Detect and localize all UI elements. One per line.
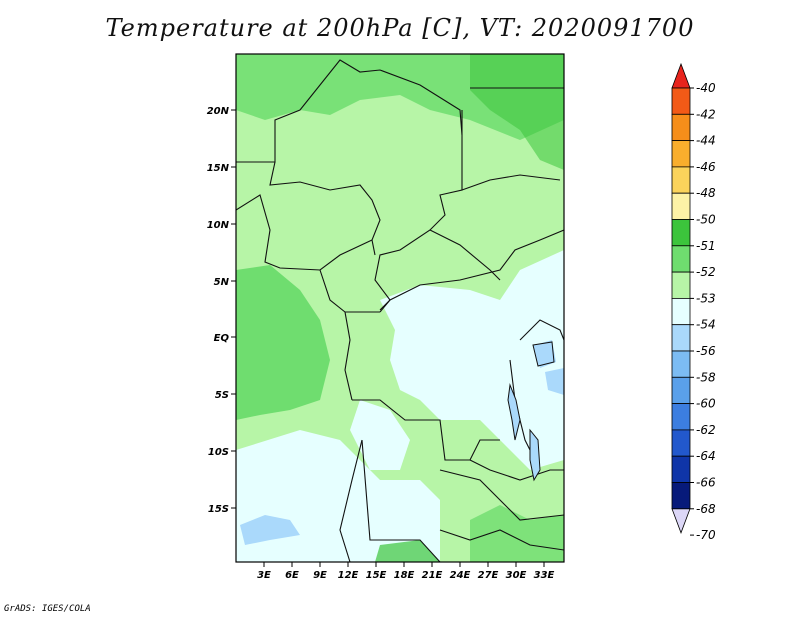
colorbar-swatch — [671, 140, 691, 168]
colorbar-swatch — [671, 166, 691, 194]
colorbar-label: -40 — [696, 81, 716, 95]
lon-label: 3E — [257, 570, 271, 581]
colorbar-swatch — [671, 403, 691, 431]
lat-label: 15N — [207, 163, 230, 174]
colorbar-label: -46 — [696, 160, 716, 174]
lon-label: 12E — [338, 570, 359, 581]
colorbar-label: -62 — [696, 423, 716, 437]
colorbar-label: -48 — [696, 186, 716, 200]
colorbar-swatch — [671, 113, 691, 142]
colorbar-swatch — [671, 376, 691, 404]
lat-label: 15S — [208, 504, 229, 515]
grads-credit: GrADS: IGES/COLA — [4, 604, 91, 614]
colorbar-label: -68 — [696, 502, 716, 516]
lon-label: 18E — [394, 570, 415, 581]
lakes — [507, 341, 555, 482]
colorbar: -40 -42 -44 -46 -48 -50 -51 -52 -53 -54 -56 -58 -60 -… — [671, 62, 716, 542]
lat-label: 20N — [207, 106, 230, 117]
colorbar-swatch — [671, 429, 691, 457]
colorbar-label: -70 — [696, 528, 716, 542]
lon-label: 24E — [450, 570, 471, 581]
colorbar-bottom-arrow — [671, 508, 691, 534]
lat-label: EQ — [214, 333, 230, 344]
colorbar-swatch — [671, 350, 691, 378]
latitude-axis: 20N 15N 10N 5N EQ 5S 10S 15S — [207, 106, 236, 515]
colorbar-swatch — [671, 219, 691, 247]
map-title: Temperature at 200hPa [C], VT: 202009170… — [105, 14, 695, 42]
colorbar-swatch — [671, 455, 691, 483]
longitude-axis: 3E 6E 9E 12E 15E 18E 21E 24E 27E 30E 33E — [257, 562, 555, 581]
colorbar-label: -66 — [696, 476, 716, 490]
colorbar-top-arrow — [671, 62, 691, 89]
map-frame — [235, 53, 565, 563]
colorbar-swatch — [671, 192, 691, 220]
colorbar-label: -53 — [696, 291, 716, 305]
lon-label: 33E — [534, 570, 555, 581]
colorbar-swatch — [671, 87, 691, 115]
colorbar-swatch — [671, 297, 691, 326]
colorbar-swatch — [671, 324, 691, 352]
colorbar-label: -42 — [696, 107, 716, 121]
lat-label: 5S — [215, 390, 229, 401]
lat-label: 5N — [214, 277, 230, 288]
lon-label: 21E — [422, 570, 443, 581]
colorbar-swatch — [671, 245, 691, 273]
lon-label: 6E — [285, 570, 299, 581]
colorbar-label: -54 — [696, 318, 716, 332]
temperature-field — [236, 54, 564, 562]
colorbar-label: -64 — [696, 449, 716, 463]
colorbar-label: -52 — [696, 265, 716, 279]
lat-label: 10S — [208, 447, 229, 458]
colorbar-label: -51 — [696, 239, 716, 253]
lon-label: 15E — [366, 570, 387, 581]
lon-label: 27E — [478, 570, 499, 581]
colorbar-label: -50 — [696, 213, 716, 227]
lon-label: 9E — [313, 570, 327, 581]
colorbar-label: -60 — [696, 397, 716, 411]
lon-label: 30E — [506, 570, 527, 581]
colorbar-swatch — [671, 482, 691, 510]
colorbar-swatch — [671, 271, 691, 299]
colorbar-label: -58 — [696, 370, 716, 384]
colorbar-label: -56 — [696, 344, 716, 358]
country-borders — [236, 59, 564, 562]
colorbar-label: -44 — [696, 134, 716, 148]
lat-label: 10N — [207, 220, 230, 231]
